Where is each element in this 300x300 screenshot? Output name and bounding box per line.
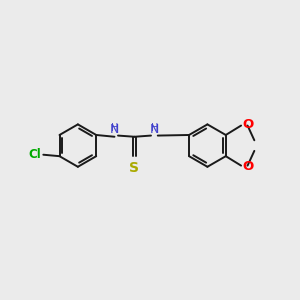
Text: S: S <box>130 160 140 175</box>
Text: O: O <box>242 160 253 173</box>
Text: N: N <box>110 124 119 136</box>
Text: Cl: Cl <box>29 148 41 161</box>
Text: H: H <box>151 123 158 133</box>
Text: N: N <box>149 124 159 136</box>
Text: O: O <box>242 118 253 131</box>
Text: H: H <box>111 123 118 133</box>
